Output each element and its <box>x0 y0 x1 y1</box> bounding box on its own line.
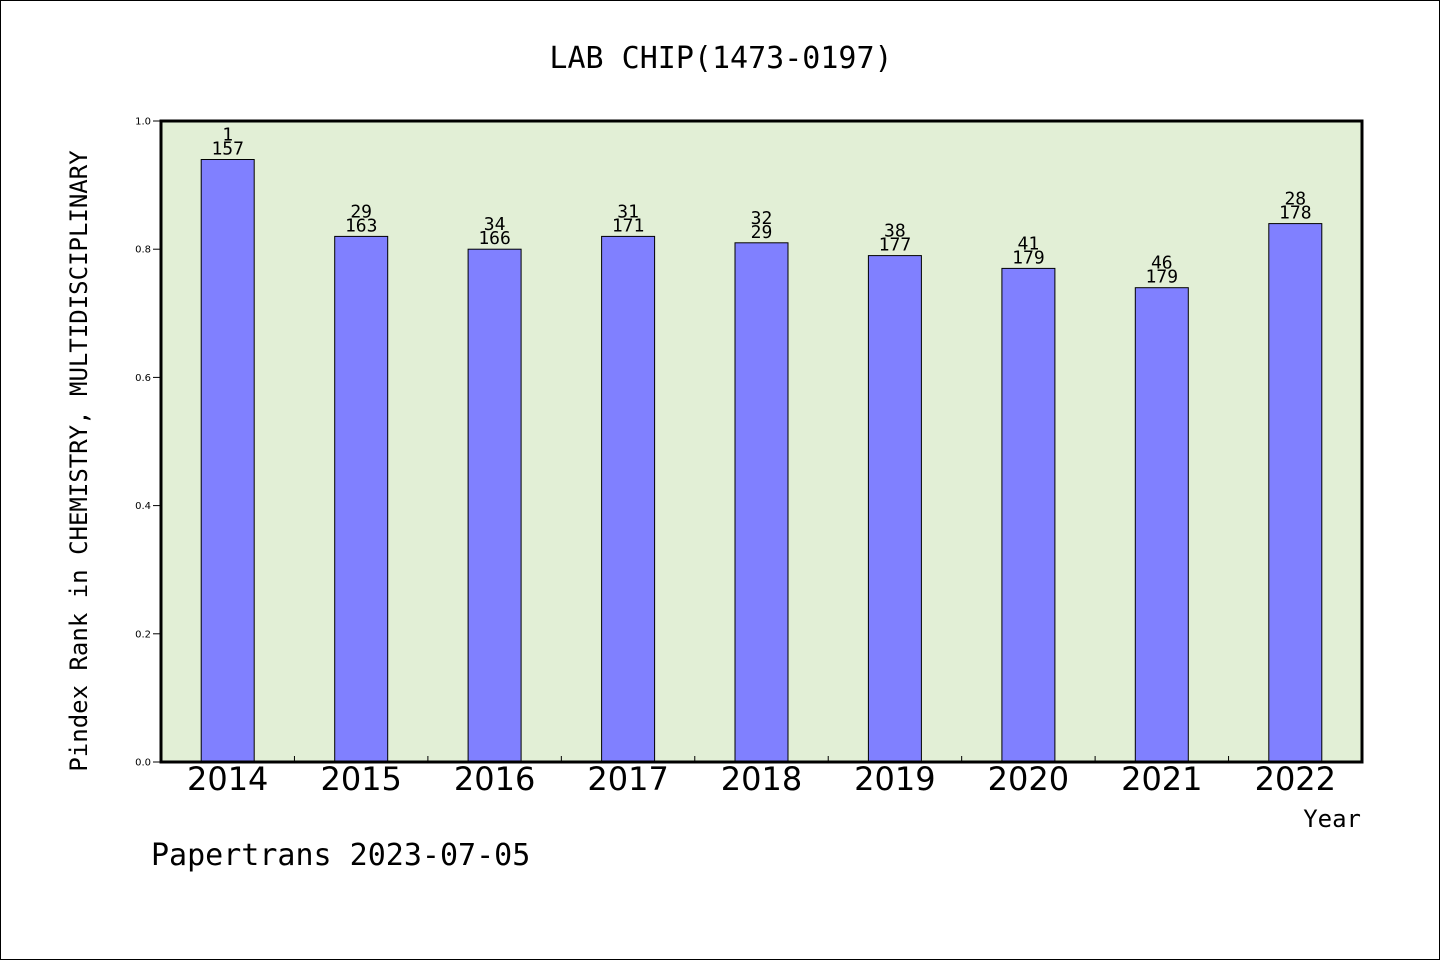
x-tick-label: 2015 <box>320 760 401 798</box>
bar-2014 <box>200 159 255 763</box>
x-tick-label: 2022 <box>1255 760 1336 798</box>
bar-2021 <box>1134 287 1189 763</box>
bar-total-label: 179 <box>1012 247 1045 268</box>
bar-rank-label: 31 <box>617 201 639 222</box>
bar-rank-label: 1 <box>222 125 233 146</box>
bar-2019 <box>867 255 922 763</box>
x-tick-label: 2017 <box>587 760 668 798</box>
bar-rank-label: 28 <box>1284 189 1306 210</box>
y-tick-label: 0.0 <box>135 758 151 769</box>
x-tick-label: 2021 <box>1121 760 1202 798</box>
bar-2022 <box>1268 223 1323 763</box>
bar-rank-label: 34 <box>484 214 506 235</box>
bar-rank-label: 32 <box>751 208 773 229</box>
bar-rank-label: 29 <box>350 201 372 222</box>
x-tick-label: 2014 <box>187 760 268 798</box>
footer-credit: Papertrans 2023-07-05 <box>151 838 530 873</box>
bar-2015 <box>334 235 389 763</box>
bar-2020 <box>1001 267 1056 763</box>
chart-title: LAB CHIP(1473-0197) <box>549 41 892 76</box>
x-tick-label: 2019 <box>854 760 935 798</box>
bar-total-label: 163 <box>345 215 378 236</box>
y-tick-label: 0.8 <box>135 245 151 256</box>
bar-rank-label: 41 <box>1018 233 1040 254</box>
bar-total-label: 166 <box>478 228 511 249</box>
bar-2016 <box>467 248 522 763</box>
bar-rank-label: 46 <box>1151 253 1173 274</box>
y-tick-label: 0.4 <box>135 501 151 512</box>
bar-2018 <box>734 242 789 763</box>
bar-total-label: 157 <box>211 139 244 160</box>
y-tick-label: 1.0 <box>135 117 151 128</box>
y-tick-label: 0.2 <box>135 629 151 640</box>
y-tick-label: 0.6 <box>135 373 151 384</box>
x-tick-label: 2018 <box>721 760 802 798</box>
bar-total-label: 179 <box>1146 267 1179 288</box>
y-axis-label: Pindex Rank in CHEMISTRY, MULTIDISCIPLIN… <box>65 150 93 772</box>
plot-border <box>159 119 1364 764</box>
x-tick-label: 2020 <box>988 760 1069 798</box>
bar-total-label: 171 <box>612 215 645 236</box>
bar-total-label: 177 <box>879 235 912 256</box>
bar-rank-label: 38 <box>884 221 906 242</box>
x-axis-label: Year <box>1303 805 1361 833</box>
bar-total-label: 29 <box>751 222 773 243</box>
bar-total-label: 178 <box>1279 203 1312 224</box>
bar-2017 <box>601 235 656 763</box>
x-tick-label: 2016 <box>454 760 535 798</box>
